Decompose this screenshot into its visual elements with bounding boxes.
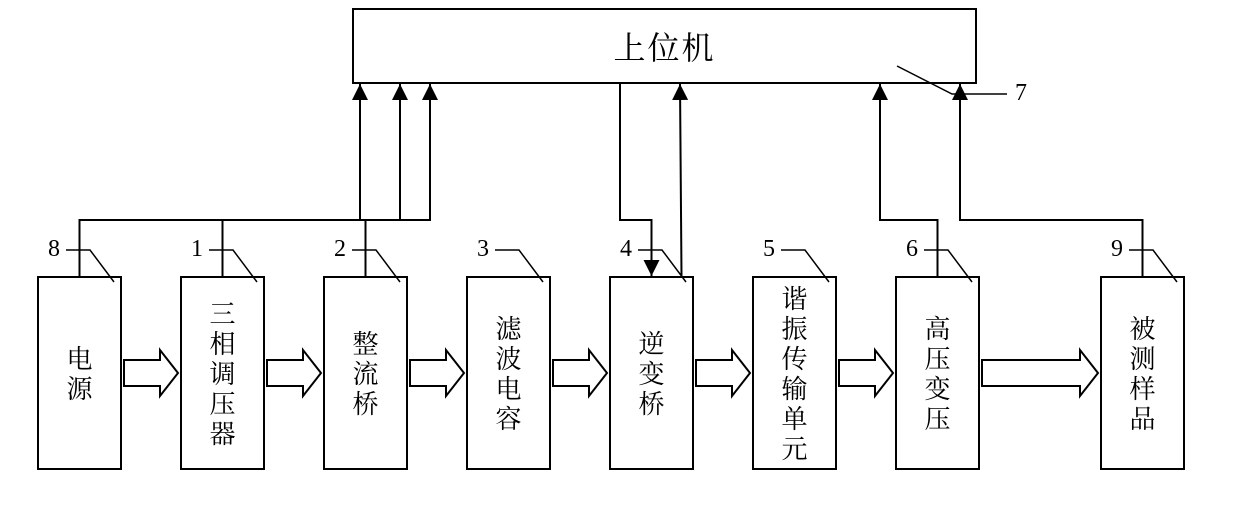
box-number: 4 [620,236,632,263]
process-box-transformer3: 三相调压器 [180,276,265,470]
process-box-label: 被测样品 [1129,313,1155,433]
block-arrow [553,350,607,396]
block-arrow [124,350,178,396]
box-number: 8 [48,236,60,263]
process-box-power: 电源 [37,276,122,470]
block-arrow [267,350,321,396]
process-box-label: 三相调压器 [209,298,235,447]
signal-line [366,84,431,276]
process-box-hvtrans: 高压变压 [895,276,980,470]
process-box-label: 滤波电容 [495,313,521,433]
block-arrow [696,350,750,396]
box-number: 3 [477,236,489,263]
box-number: 2 [334,236,346,263]
process-box-inverter: 逆变桥 [609,276,694,470]
signal-line [680,84,682,276]
process-box-label: 电源 [66,343,92,403]
process-box-filtercap: 滤波电容 [466,276,551,470]
process-box-resonant: 谐振传输单元 [752,276,837,470]
box-number: 1 [191,236,203,263]
signal-line [223,84,401,276]
process-box-label: 谐振传输单元 [781,283,807,462]
host-computer-box: 上位机 [352,8,977,84]
box-number: 9 [1111,236,1123,263]
box-number: 7 [1015,80,1027,107]
block-arrow [410,350,464,396]
box-number: 6 [906,236,918,263]
signal-line [80,84,361,276]
process-box-sample: 被测样品 [1100,276,1185,470]
process-box-label: 逆变桥 [638,328,664,418]
block-arrow [839,350,893,396]
process-box-label: 高压变压 [924,313,950,433]
box-number: 5 [763,236,775,263]
process-box-label: 整流桥 [352,328,378,418]
process-box-rectifier: 整流桥 [323,276,408,470]
host-computer-label: 上位机 [613,23,715,69]
block-arrow [982,350,1098,396]
